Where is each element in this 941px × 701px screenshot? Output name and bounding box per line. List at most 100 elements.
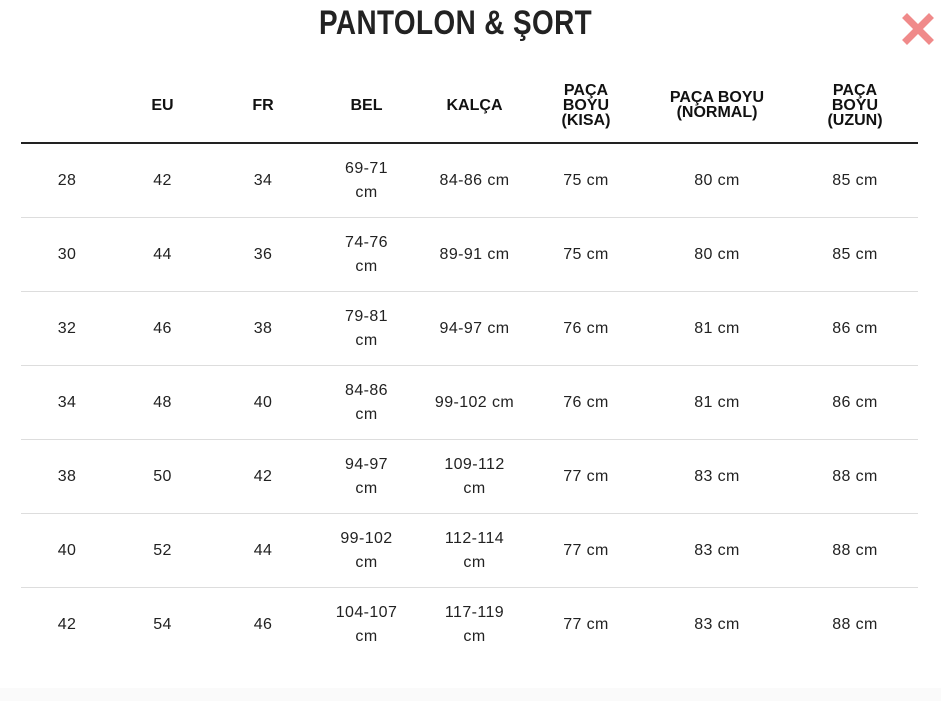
table-row: 38 50 42 94-97 cm 109-112 cm 77 cm 83 cm 88 cm (21, 439, 918, 514)
cell-value: 46 (153, 319, 172, 337)
cell-eu: 54 (113, 588, 212, 662)
cell-paca-boyu-normal: 80 cm (642, 217, 792, 292)
cell-paca-boyu-kisa: 76 cm (530, 291, 642, 366)
cell-kalca: 84-86 cm (419, 143, 530, 218)
table-row: 34 48 40 84-86 cm 99-102 cm 76 cm 81 cm 86 cm (21, 365, 918, 440)
cell-value: 94-97 cm (439, 319, 510, 337)
cell-value: 86 cm (832, 393, 878, 411)
cell-value: 83 cm (694, 615, 740, 633)
cell-value: 86 cm (832, 319, 878, 337)
cell-value: 46 (253, 615, 273, 633)
cell-paca-boyu-kisa: 77 cm (530, 439, 642, 514)
cell-kalca: 109-112 cm (419, 439, 530, 514)
cell-fr: 34 (212, 143, 314, 218)
cell-value: 79-81 cm (345, 307, 388, 349)
cell-value: 99-102 cm (340, 529, 393, 571)
footer-strip (0, 688, 941, 701)
column-header-kalca: KALÇA (419, 68, 530, 144)
cell-value: 109-112 cm (444, 455, 505, 497)
cell-value: 80 cm (694, 245, 740, 263)
cell-paca-boyu-kisa: 77 cm (530, 513, 642, 588)
cell-value: 50 (153, 467, 172, 485)
cell-paca-boyu-uzun: 86 cm (792, 365, 918, 440)
close-button[interactable] (902, 13, 934, 45)
table-row: 30 44 36 74-76 cm 89-91 cm 75 cm 80 cm 85 cm (21, 217, 918, 292)
cell-paca-boyu-normal: 81 cm (642, 365, 792, 440)
cell-bel: 94-97 cm (314, 439, 419, 514)
cell-value: 54 (153, 615, 172, 633)
cell-eu: 46 (113, 291, 212, 366)
cell-value: 42 (253, 467, 273, 485)
cell-value: 77 cm (563, 541, 609, 559)
cell-fr: 44 (212, 513, 314, 588)
cell-eu: 48 (113, 365, 212, 440)
column-header-bel: BEL (314, 68, 419, 144)
cell-value: 85 cm (832, 171, 878, 189)
cell-value: 88 cm (832, 615, 878, 633)
cell-paca-boyu-uzun: 85 cm (792, 217, 918, 292)
cell-value: 104-107 cm (335, 603, 398, 645)
cell-value: 83 cm (694, 467, 740, 485)
page-title: PANTOLON & ŞORT (0, 4, 912, 43)
title-text: PANTOLON & ŞORT (319, 4, 593, 42)
cell-value: 84-86 cm (345, 381, 388, 423)
cell-value: 88 cm (832, 541, 878, 559)
column-header-label: BEL (350, 96, 383, 114)
close-x-icon (902, 13, 934, 45)
cell-value: 81 cm (694, 393, 740, 411)
column-header-size (21, 68, 113, 144)
cell-value: 88 cm (832, 467, 878, 485)
cell-value: 40 (253, 393, 273, 411)
cell-bel: 84-86 cm (314, 365, 419, 440)
cell-bel: 104-107 cm (314, 588, 419, 662)
cell-value: 76 cm (563, 319, 609, 337)
column-header-label: EU (151, 96, 174, 114)
cell-value: 75 cm (563, 171, 609, 189)
column-header-paca-boyu-normal: PAÇA BOYU (NORMAL) (642, 68, 792, 144)
cell-paca-boyu-uzun: 88 cm (792, 588, 918, 662)
cell-value: 32 (57, 319, 77, 337)
cell-value: 75 cm (563, 245, 609, 263)
cell-kalca: 117-119 cm (419, 588, 530, 662)
column-header-label: PAÇA BOYU (UZUN) (827, 81, 883, 129)
cell-fr: 40 (212, 365, 314, 440)
cell-size: 38 (21, 439, 113, 514)
column-header-label: PAÇA BOYU (KISA) (561, 81, 611, 129)
cell-value: 42 (153, 171, 172, 189)
cell-paca-boyu-kisa: 77 cm (530, 588, 642, 662)
column-header-fr: FR (212, 68, 314, 144)
cell-eu: 42 (113, 143, 212, 218)
cell-value: 69-71 cm (345, 159, 388, 201)
cell-value: 38 (57, 467, 77, 485)
cell-value: 34 (253, 171, 273, 189)
table-row: 40 52 44 99-102 cm 112-114 cm 77 cm 83 cm 88 cm (21, 513, 918, 588)
cell-paca-boyu-kisa: 75 cm (530, 217, 642, 292)
cell-value: 77 cm (563, 615, 609, 633)
cell-bel: 79-81 cm (314, 291, 419, 366)
cell-kalca: 94-97 cm (419, 291, 530, 366)
cell-value: 38 (253, 319, 273, 337)
cell-value: 76 cm (563, 393, 609, 411)
table-header-row: EU FR BEL KALÇA PAÇA BOYU (KISA) PAÇA BOYU (N… (21, 68, 918, 144)
cell-size: 40 (21, 513, 113, 588)
cell-eu: 50 (113, 439, 212, 514)
column-header-label: KALÇA (446, 96, 503, 114)
column-header-label: FR (252, 96, 274, 114)
cell-value: 40 (57, 541, 77, 559)
cell-paca-boyu-uzun: 88 cm (792, 439, 918, 514)
column-header-paca-boyu-uzun: PAÇA BOYU (UZUN) (792, 68, 918, 144)
cell-value: 117-119 cm (444, 603, 505, 645)
cell-value: 28 (57, 171, 77, 189)
cell-size: 42 (21, 588, 113, 662)
cell-value: 52 (153, 541, 172, 559)
cell-bel: 99-102 cm (314, 513, 419, 588)
cell-size: 30 (21, 217, 113, 292)
cell-value: 112-114 cm (444, 529, 505, 571)
cell-value: 84-86 cm (439, 171, 510, 189)
size-table: EU FR BEL KALÇA PAÇA BOYU (KISA) PAÇA BOYU (N… (21, 68, 918, 661)
cell-kalca: 89-91 cm (419, 217, 530, 292)
cell-value: 89-91 cm (439, 245, 510, 263)
cell-size: 34 (21, 365, 113, 440)
table-row: 28 42 34 69-71 cm 84-86 cm 75 cm 80 cm 85 cm (21, 143, 918, 218)
cell-value: 81 cm (694, 319, 740, 337)
